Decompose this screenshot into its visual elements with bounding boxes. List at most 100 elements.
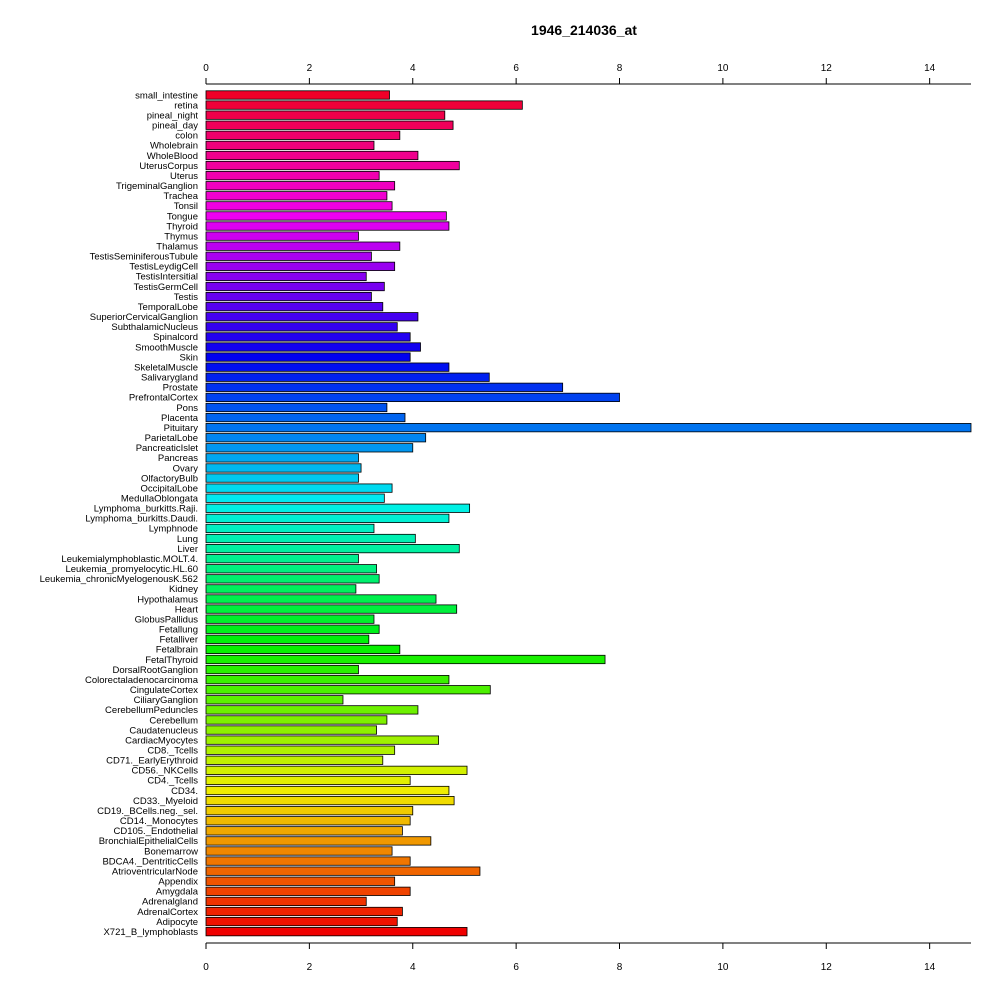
x-bottom-tick-label: 8 [617,962,623,973]
bar-Fetalbrain [205,644,401,655]
category-label: Ovary [173,463,199,474]
bar-CerebellumPeduncles [205,705,419,715]
category-label: CD56._NKCells [131,766,198,777]
bar-Thyroid [205,221,450,231]
bar-Adrenalgland [205,896,367,907]
category-label: CardiacMyocytes [125,735,198,746]
bar-UterusCorpus [205,160,460,171]
category-label: Colorectaladenocarcinoma [85,675,199,686]
bar-TrigeminalGanglion [205,181,396,191]
bar-Skin [205,352,411,362]
bar-CD8._Tcells [205,745,396,755]
bar-CD34. [205,785,450,796]
category-label: WholeBlood [147,151,198,162]
bar-TestisIntersitial [205,271,367,282]
category-label: CD19._BCells.neg._sel. [97,806,198,817]
category-label: TestisGermCell [134,282,198,293]
category-label: TestisIntersitial [136,272,198,283]
category-label: Uterus [170,171,198,182]
x-top-tick-label: 2 [307,63,313,74]
bar-Salivarygland [205,372,490,382]
category-label: Adipocyte [156,917,198,928]
category-label: PancreaticIslet [136,443,199,454]
category-label: SuperiorCervicalGanglion [90,312,198,323]
bar-Caudatenucleus [205,725,377,735]
category-label: Leukemia_promyelocytic.HL.60 [65,564,198,575]
bar-FetalThyroid [205,654,606,665]
category-label: Leukemia_chronicMyelogenousK.562 [40,574,198,585]
bar-Ovary [205,463,362,473]
bar-TestisLeydigCell [205,261,396,271]
bar-Pons [205,402,388,413]
bar-Tonsil [205,201,393,211]
category-label: SkeletalMuscle [134,362,198,373]
bar-pineal_day [205,120,454,130]
bars-group [205,90,972,937]
bar-Fetalliver [205,634,370,644]
category-label: Thalamus [156,242,198,253]
bar-pineal_night [205,110,446,120]
category-label: CingulateCortex [130,685,198,696]
x-top-tick-label: 6 [513,63,519,74]
category-labels: small_intestineretinapineal_nightpineal_… [40,90,199,938]
category-label: Tongue [167,211,198,222]
x-top-tick-label: 10 [717,63,729,74]
bar-CD19._BCells.neg._sel. [205,806,414,816]
bar-CD14._Monocytes [205,816,411,826]
bar-Trachea [205,191,388,201]
category-label: Thymus [164,231,198,242]
bar-Bonemarrow [205,846,393,856]
category-label: CD34. [171,786,198,797]
category-label: colon [175,131,198,142]
category-label: CiliaryGanglion [134,695,198,706]
category-label: Fetallung [159,625,198,636]
bar-Lung [205,533,416,544]
bar-Spinalcord [205,332,411,342]
bar-Lymphnode [205,523,375,534]
bar-Thalamus [205,241,401,251]
category-label: Kidney [169,584,198,595]
bar-Liver [205,544,460,554]
bar-PancreaticIslet [205,443,414,453]
x-bottom-tick-label: 2 [307,962,313,973]
bar-Adipocyte [205,916,398,927]
category-label: ParietalLobe [145,433,198,444]
category-label: Bonemarrow [144,846,198,857]
category-label: X721_B_lymphoblasts [103,927,198,938]
category-label: BDCA4._DentriticCells [102,856,198,867]
category-label: Trachea [164,191,199,202]
category-label: Appendix [158,877,198,888]
bar-TestisSeminiferousTubule [205,251,372,261]
chart-title: 1946_214036_at [531,22,637,38]
bar-AdrenalCortex [205,906,403,917]
bar-DorsalRootGanglion [205,664,359,675]
bar-Leukemialymphoblastic.MOLT.4. [205,554,359,564]
bar-Appendix [205,876,396,886]
category-label: pineal_day [152,121,198,132]
bar-SkeletalMuscle [205,362,450,372]
bar-Placenta [205,412,406,423]
category-label: OccipitalLobe [140,483,198,494]
x-top-tick-label: 12 [821,63,833,74]
category-label: Pons [176,403,198,414]
x-bottom-tick-label: 10 [717,962,729,973]
category-label: Liver [177,544,198,555]
bar-Prostate [205,382,564,392]
category-label: OlfactoryBulb [141,473,198,484]
bar-OlfactoryBulb [205,473,359,483]
bar-CardiacMyocytes [205,735,440,745]
bar-PrefrontalCortex [205,392,620,403]
bar-Tongue [205,211,447,221]
bar-OccipitalLobe [205,483,393,493]
bar-TestisGermCell [205,281,385,292]
bar-CD4._Tcells [205,775,411,786]
x-bottom-tick-label: 4 [410,962,416,973]
bar-CiliaryGanglion [205,695,344,705]
category-label: Pituitary [164,423,199,434]
bar-Testis [205,291,372,302]
category-label: SmoothMuscle [135,342,198,353]
bar-Leukemia_chronicMyelogenousK.562 [205,574,380,584]
category-label: Prostate [163,383,198,394]
bar-ParietalLobe [205,433,427,443]
